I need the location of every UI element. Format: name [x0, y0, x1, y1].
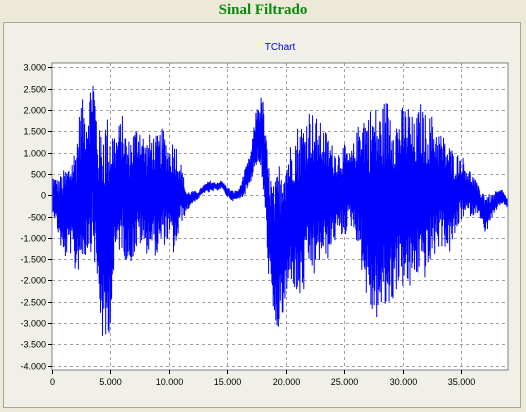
signal-chart: TChart 3.000 2.500 2.000 1.500 1.000 500 0 -500…	[20, 42, 509, 387]
y-tick-label: 500	[31, 170, 46, 180]
signal-series-line	[51, 85, 509, 336]
y-tick-label: -2.000	[20, 276, 46, 286]
y-tick-label: -3.500	[20, 340, 46, 350]
y-tick-label: -2.500	[20, 298, 46, 308]
series-layer	[51, 85, 509, 336]
y-tick-label: 2.500	[23, 85, 46, 95]
x-axis: 0 5.000 10.000 15.000 20.000 25.000 30.000 35.0…	[50, 370, 475, 387]
y-tick-label: 1.500	[23, 127, 46, 137]
x-tick-label: 10.000	[156, 377, 184, 387]
y-tick-label: 0	[41, 191, 46, 201]
x-tick-label: 5.000	[99, 377, 122, 387]
y-tick-label: 1.000	[23, 149, 46, 159]
x-tick-label: 15.000	[214, 377, 242, 387]
y-tick-label: -4.000	[20, 362, 46, 372]
chart-title: TChart	[265, 42, 296, 53]
x-tick-label: 20.000	[273, 377, 301, 387]
y-tick-label: -1.500	[20, 255, 46, 265]
window-title: Sinal Filtrado	[218, 2, 308, 18]
x-tick-label: 25.000	[331, 377, 359, 387]
y-tick-label: 3.000	[23, 63, 46, 73]
chart-panel: TChart 3.000 2.500 2.000 1.500 1.000 500 0 -500…	[3, 22, 521, 408]
x-tick-label: 35.000	[448, 377, 476, 387]
x-tick-label: 0	[50, 377, 55, 387]
y-tick-label: -3.000	[20, 319, 46, 329]
y-axis: 3.000 2.500 2.000 1.500 1.000 500 0 -500 -1.000 -…	[20, 63, 52, 372]
y-tick-label: 2.000	[23, 106, 46, 116]
x-tick-label: 30.000	[390, 377, 418, 387]
plot-border	[51, 62, 509, 371]
y-tick-label: -500	[28, 213, 46, 223]
y-tick-label: -1.000	[20, 234, 46, 244]
